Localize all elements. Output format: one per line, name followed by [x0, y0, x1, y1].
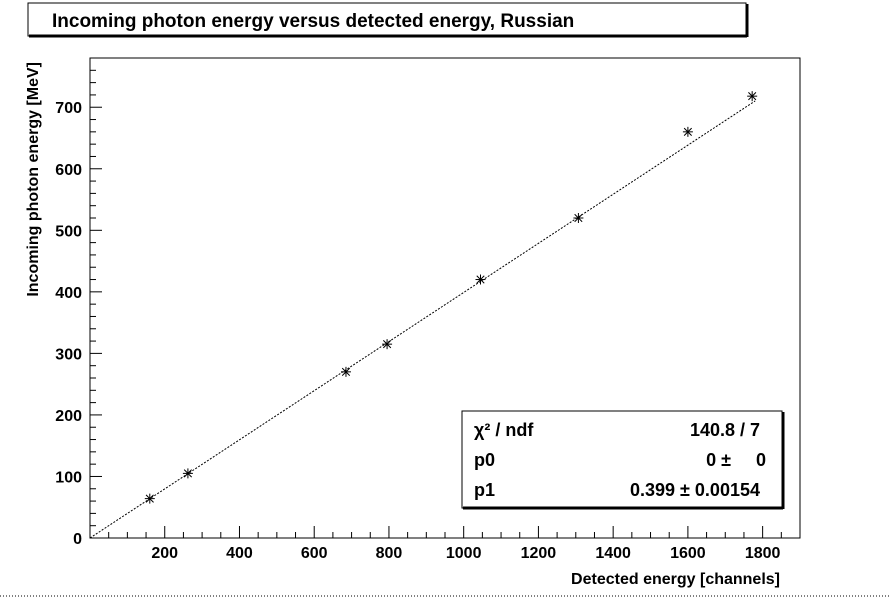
y-tick-label: 300 [55, 346, 82, 363]
x-tick-label: 800 [376, 545, 403, 562]
stats-box: χ² / ndf 140.8 / 7 p0 0 ± 0 p1 0.399 ± 0… [461, 410, 785, 510]
title-box: Incoming photon energy versus detected e… [27, 2, 749, 38]
fit-line [89, 100, 756, 539]
stats-label-p0: p0 [474, 450, 495, 470]
x-tick-label: 600 [301, 545, 328, 562]
y-tick-label: 600 [55, 162, 82, 179]
y-tick-label: 400 [55, 285, 82, 302]
data-point [573, 213, 584, 223]
stats-value-p1: 0.399 ± 0.00154 [630, 480, 760, 500]
stats-value-p0: 0 ± 0 [706, 450, 766, 470]
data-point [340, 366, 351, 377]
stats-box-border [461, 410, 783, 509]
chart-title: Incoming photon energy versus detected e… [52, 11, 574, 32]
data-point [475, 274, 486, 285]
y-axis: 0 100 200 300 400 500 600 700 [55, 57, 102, 548]
y-tick-label: 200 [55, 408, 82, 425]
title-box-border [27, 2, 747, 37]
x-tick-label: 1600 [670, 545, 706, 562]
x-tick-label: 400 [226, 545, 253, 562]
stats-value-chi2: 140.8 / 7 [690, 420, 760, 440]
x-axis-title: Detected energy [channels] [571, 571, 780, 588]
x-tick-label: 1200 [521, 545, 557, 562]
x-axis: 200 400 600 800 1000 1200 1400 1600 1800 [108, 526, 801, 562]
data-point [682, 126, 693, 137]
data-point [382, 339, 393, 350]
x-tick-label: 1000 [446, 545, 482, 562]
stats-label-p1: p1 [474, 480, 495, 500]
data-point [747, 91, 758, 102]
y-tick-label: 100 [55, 469, 82, 486]
y-tick-label: 500 [55, 223, 82, 240]
stats-label-chi2: χ² / ndf [474, 420, 534, 440]
x-tick-label: 1400 [595, 545, 631, 562]
y-axis-title: Incoming photon energy [MeV] [25, 62, 42, 297]
y-tick-label: 700 [55, 100, 82, 117]
data-point [144, 493, 155, 504]
y-tick-label: 0 [73, 531, 82, 548]
x-tick-label: 200 [151, 545, 178, 562]
data-points [144, 91, 758, 504]
x-tick-label: 1800 [745, 545, 781, 562]
data-point [182, 468, 193, 479]
